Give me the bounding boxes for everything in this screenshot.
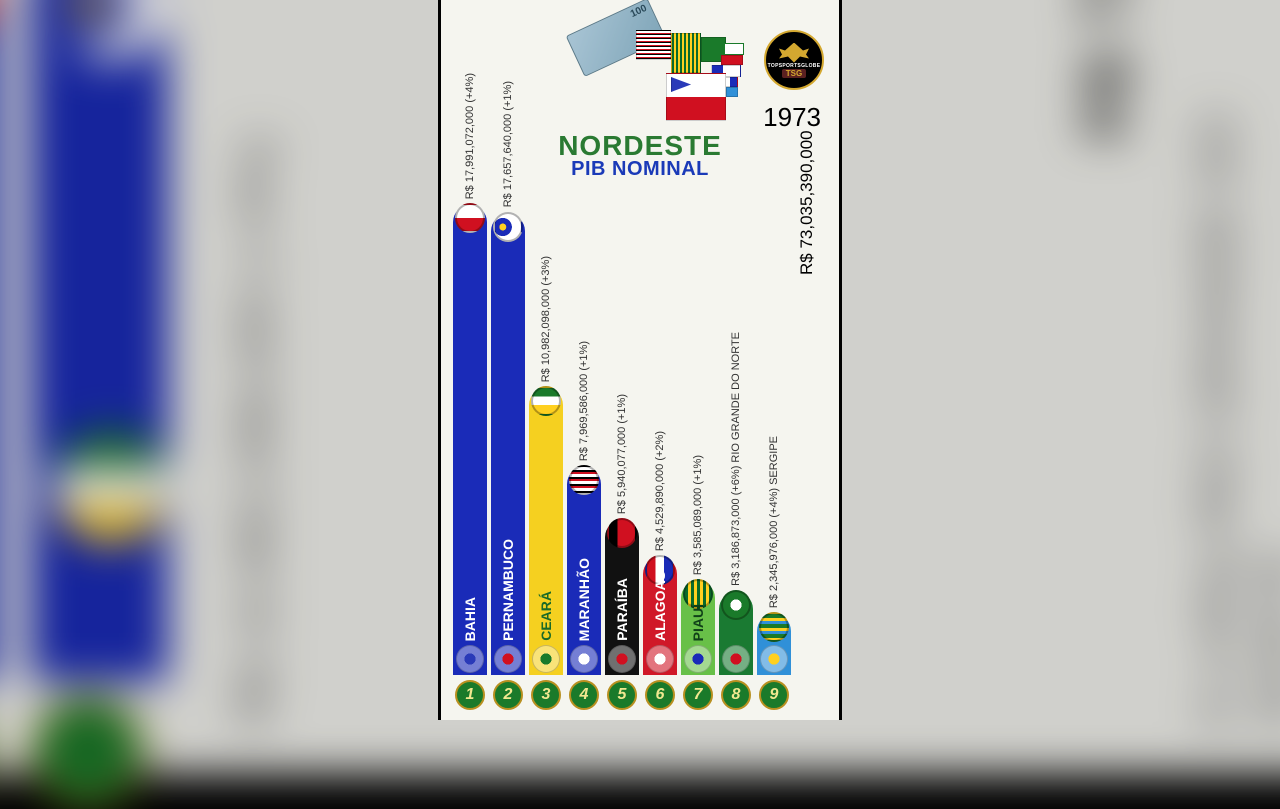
bar-value: R$ 3,186,873,000 (+6%) RIO GRANDE DO NOR… — [730, 332, 742, 586]
bar-name: PIAUÍ — [690, 604, 706, 641]
header-graphic — [581, 15, 751, 125]
main-panel: TOPSPORTSGLOBE TSG 1973 NORDESTE PIB NOM… — [438, 0, 842, 720]
rank-badge: 4 — [569, 680, 599, 710]
bar-group: R$ 3,186,873,000 (+6%) RIO GRANDE DO NOR… — [719, 205, 753, 675]
state-coat-icon — [684, 645, 712, 673]
nordeste-map-icon — [626, 25, 746, 125]
bar-value: R$ 17,991,072,000 (+4%) — [464, 73, 476, 199]
rank-badge: 5 — [607, 680, 637, 710]
bar: BAHIA — [453, 205, 487, 675]
state-flag-icon — [759, 612, 789, 642]
bar: PIAUÍ — [681, 581, 715, 675]
rank-badge: 9 — [759, 680, 789, 710]
rank-badge: 2 — [493, 680, 523, 710]
state-flag-icon — [455, 203, 485, 233]
rank-row: 123456789 — [453, 680, 794, 710]
state-coat-icon — [608, 645, 636, 673]
bar-group: PIAUÍ R$ 3,585,089,000 (+1%) — [681, 205, 715, 675]
bar-name: PERNAMBUCO — [500, 539, 516, 641]
rank-badge: 3 — [531, 680, 561, 710]
channel-logo: TOPSPORTSGLOBE TSG — [764, 30, 824, 90]
state-flag-icon — [607, 518, 637, 548]
eagle-icon — [779, 43, 809, 63]
title-sub: PIB NOMINAL — [441, 158, 839, 181]
logo-text-bottom: TSG — [782, 69, 806, 78]
bar-group: ALAGOAS R$ 4,529,890,000 (+2%) — [643, 205, 677, 675]
bar-group: PERNAMBUCOR$ 17,657,640,000 (+1%) — [491, 205, 525, 675]
bar-name: PARAÍBA — [614, 578, 630, 641]
rank-badge: 6 — [645, 680, 675, 710]
bar-group: BAHIAR$ 17,991,072,000 (+4%) — [453, 205, 487, 675]
state-flag-icon — [493, 212, 523, 242]
state-flag-icon — [569, 465, 599, 495]
bar: MARANHÃO — [567, 467, 601, 675]
rank-badge: 8 — [721, 680, 751, 710]
bar-chart: BAHIAR$ 17,991,072,000 (+4%)PERNAMBUCOR$… — [453, 180, 794, 675]
state-coat-icon — [494, 645, 522, 673]
bar: ALAGOAS — [643, 557, 677, 675]
total-value: R$ 73,035,390,000 — [797, 130, 817, 660]
bar-name: ALAGOAS — [652, 571, 668, 641]
state-coat-icon — [760, 645, 788, 673]
bar — [757, 614, 791, 675]
bar-group: R$ 2,345,976,000 (+4%) SERGIPE — [757, 205, 791, 675]
bar-name: BAHIA — [462, 597, 478, 641]
state-coat-icon — [722, 645, 750, 673]
bar-group: MARANHÃO R$ 7,969,586,000 (+1%) — [567, 205, 601, 675]
bar: PARAÍBA — [605, 520, 639, 675]
bar-value: R$ 10,982,098,000 (+3%) — [540, 256, 552, 382]
bar — [719, 592, 753, 675]
bar-group: PARAÍBA R$ 5,940,077,000 (+1%) — [605, 205, 639, 675]
bar: CEARÁ — [529, 388, 563, 675]
bar-value: R$ 4,529,890,000 (+2%) — [654, 431, 666, 551]
bar-value: R$ 17,657,640,000 (+1%) — [502, 81, 514, 207]
bar-name: CEARÁ — [538, 591, 554, 641]
rank-badge: 1 — [455, 680, 485, 710]
bar-name: MARANHÃO — [576, 558, 592, 641]
bar-value: R$ 7,969,586,000 (+1%) — [578, 341, 590, 461]
bar-value: R$ 5,940,077,000 (+1%) — [616, 394, 628, 514]
rank-badge: 7 — [683, 680, 713, 710]
bar: PERNAMBUCO — [491, 214, 525, 675]
bar-value: R$ 2,345,976,000 (+4%) SERGIPE — [768, 436, 780, 608]
state-coat-icon — [532, 645, 560, 673]
bar-group: CEARÁ R$ 10,982,098,000 (+3%) — [529, 205, 563, 675]
header: TOPSPORTSGLOBE TSG 1973 NORDESTE PIB NOM… — [441, 10, 839, 200]
bar-value: R$ 3,585,089,000 (+1%) — [692, 455, 704, 575]
state-coat-icon — [570, 645, 598, 673]
state-coat-icon — [456, 645, 484, 673]
state-flag-icon — [721, 590, 751, 620]
state-flag-icon — [531, 386, 561, 416]
logo-text-top: TOPSPORTSGLOBE — [768, 63, 821, 69]
year-label: 1973 — [763, 102, 821, 133]
state-coat-icon — [646, 645, 674, 673]
